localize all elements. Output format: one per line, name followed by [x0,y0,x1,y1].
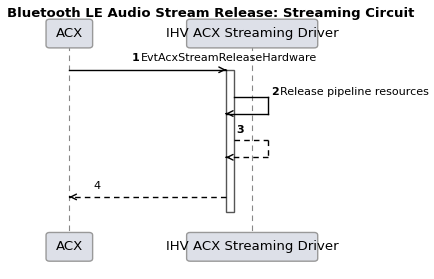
Text: EvtAcxStreamReleaseHardware: EvtAcxStreamReleaseHardware [141,53,317,63]
FancyBboxPatch shape [187,19,318,48]
Text: 1: 1 [132,53,139,63]
Text: Bluetooth LE Audio Stream Release: Streaming Circuit: Bluetooth LE Audio Stream Release: Strea… [7,7,414,20]
Text: 2: 2 [271,87,279,97]
Text: ACX: ACX [56,27,83,40]
Bar [226,70,233,212]
Text: ACX: ACX [56,240,83,253]
Text: Release pipeline resources: Release pipeline resources [280,87,429,97]
FancyBboxPatch shape [187,232,318,261]
Text: 3: 3 [237,125,244,135]
Text: IHV ACX Streaming Driver: IHV ACX Streaming Driver [166,240,339,253]
Text: 4: 4 [93,181,101,191]
FancyBboxPatch shape [46,19,92,48]
FancyBboxPatch shape [46,232,92,261]
Text: IHV ACX Streaming Driver: IHV ACX Streaming Driver [166,27,339,40]
